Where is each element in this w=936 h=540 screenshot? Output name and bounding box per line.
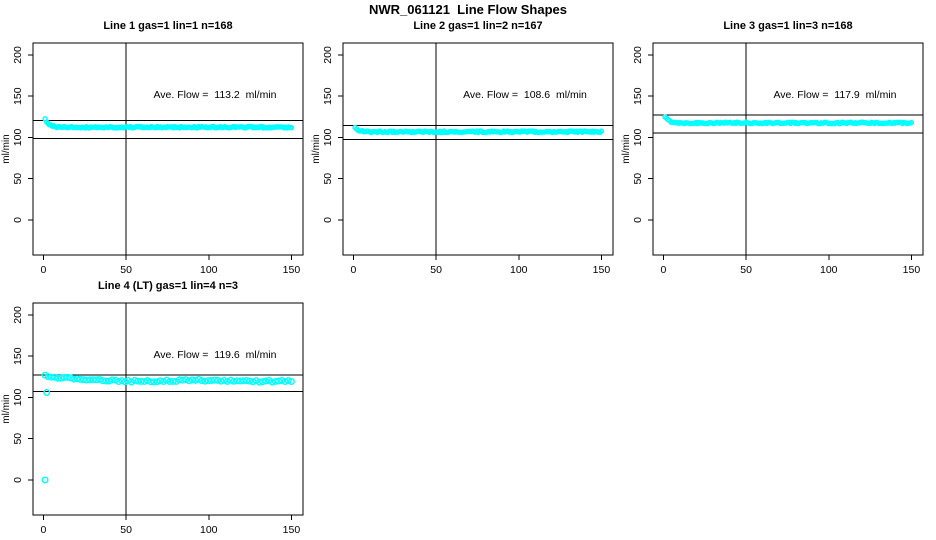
subplot-line-1: 0 50 100 150 0 50 100 150 200 ml/min Line 1 gas=1… [0,18,316,280]
svg-text:ml/min: ml/min [311,134,322,163]
svg-text:50: 50 [740,264,752,276]
svg-text:50: 50 [120,264,132,276]
svg-text:0: 0 [40,524,46,536]
svg-text:150: 150 [12,87,24,105]
ave-flow-annotation: Ave. Flow = 119.6 ml/min [153,349,277,361]
subplot-title: Line 4 (LT) gas=1 lin=4 n=3 [97,280,239,292]
svg-text:50: 50 [430,264,442,276]
subplot-title: Line 2 gas=1 lin=2 n=167 [413,20,543,32]
svg-text:150: 150 [283,524,301,536]
svg-text:200: 200 [632,46,644,64]
svg-text:0: 0 [40,264,46,276]
svg-text:ml/min: ml/min [1,394,12,423]
subplot-line-4: 0 50 100 150 0 50 100 150 200 ml/min Line 4 (LT) … [0,278,316,540]
svg-text:0: 0 [12,217,24,223]
svg-text:100: 100 [632,129,644,147]
subplot-title: Line 3 gas=1 lin=3 n=168 [723,20,853,32]
svg-text:0: 0 [660,264,666,276]
svg-text:100: 100 [200,264,218,276]
svg-text:50: 50 [120,524,132,536]
chart-canvas-line-3: 0 50 100 150 0 50 100 150 200 ml/min [621,42,924,276]
svg-text:50: 50 [12,433,24,445]
subplot-title: Line 1 gas=1 lin=1 n=168 [103,20,233,32]
subplot-line-2: 0 50 100 150 0 50 100 150 200 ml/min Line 2 gas=1… [310,18,626,280]
svg-text:ml/min: ml/min [1,134,12,163]
svg-text:150: 150 [12,347,24,365]
svg-text:100: 100 [12,389,24,407]
ave-flow-annotation: Ave. Flow = 108.6 ml/min [463,89,587,101]
svg-text:50: 50 [12,173,24,185]
svg-text:0: 0 [322,217,334,223]
chart-canvas-line-4: 0 50 100 150 0 50 100 150 200 ml/min [1,302,304,536]
svg-text:150: 150 [632,87,644,105]
svg-text:100: 100 [820,264,838,276]
chart-main-title: NWR_061121 Line Flow Shapes [369,2,567,17]
svg-text:50: 50 [632,173,644,185]
svg-text:100: 100 [200,524,218,536]
svg-text:100: 100 [322,129,334,147]
svg-text:200: 200 [12,306,24,324]
svg-text:100: 100 [12,129,24,147]
svg-text:100: 100 [510,264,528,276]
svg-text:50: 50 [322,173,334,185]
svg-text:0: 0 [12,477,24,483]
svg-text:150: 150 [593,264,611,276]
svg-text:150: 150 [322,87,334,105]
svg-text:150: 150 [903,264,921,276]
chart-canvas-line-2: 0 50 100 150 0 50 100 150 200 ml/min [311,42,614,276]
svg-text:200: 200 [12,46,24,64]
svg-text:150: 150 [283,264,301,276]
svg-text:ml/min: ml/min [621,134,632,163]
svg-text:0: 0 [350,264,356,276]
svg-text:200: 200 [322,46,334,64]
ave-flow-annotation: Ave. Flow = 117.9 ml/min [773,89,897,101]
svg-text:0: 0 [632,217,644,223]
chart-canvas-line-1: 0 50 100 150 0 50 100 150 200 ml/min [1,42,304,276]
subplot-line-3: 0 50 100 150 0 50 100 150 200 ml/min Line 3 gas=1… [620,18,936,280]
ave-flow-annotation: Ave. Flow = 113.2 ml/min [153,89,277,101]
